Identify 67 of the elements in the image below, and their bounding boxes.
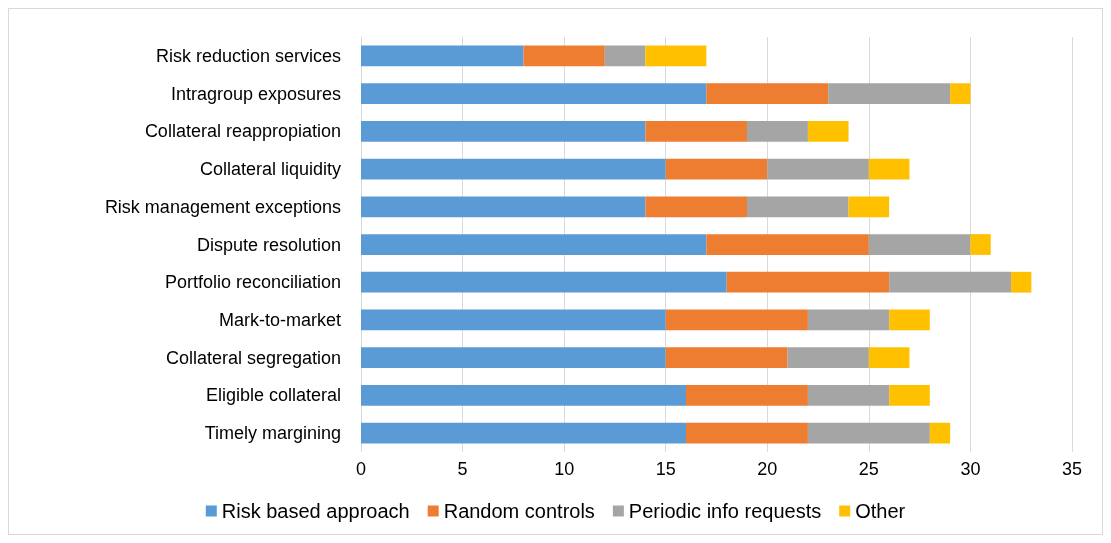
x-tick-label: 15 bbox=[655, 459, 676, 479]
bar bbox=[726, 271, 890, 293]
bar bbox=[889, 385, 930, 406]
bar bbox=[868, 234, 971, 255]
bar bbox=[889, 309, 930, 331]
bar bbox=[361, 271, 727, 293]
bar bbox=[361, 385, 687, 406]
bar bbox=[645, 120, 747, 142]
bar bbox=[807, 385, 890, 406]
bar bbox=[828, 83, 951, 104]
bar bbox=[929, 422, 951, 444]
bar bbox=[767, 158, 869, 180]
bar bbox=[361, 234, 707, 255]
bar bbox=[746, 196, 849, 218]
bar bbox=[686, 422, 808, 444]
y-tick-label: Mark-to-market bbox=[218, 309, 341, 330]
x-tick-label: 30 bbox=[960, 459, 981, 479]
bar bbox=[361, 45, 524, 67]
bar bbox=[645, 45, 707, 67]
bar bbox=[807, 120, 849, 142]
bar bbox=[1011, 271, 1032, 293]
legend-label: Other bbox=[855, 500, 906, 522]
y-tick-label: Timely margining bbox=[204, 423, 341, 444]
x-tick-label: 35 bbox=[1061, 459, 1083, 479]
bar bbox=[361, 347, 666, 369]
bar bbox=[361, 120, 646, 142]
y-tick-label: Collateral liquidity bbox=[199, 159, 341, 180]
bar bbox=[706, 83, 829, 104]
bar bbox=[970, 234, 991, 255]
bar bbox=[361, 196, 646, 218]
bar bbox=[706, 234, 869, 255]
y-tick-label: Eligible collateral bbox=[205, 385, 341, 406]
legend-label: Risk based approach bbox=[221, 500, 410, 522]
x-tick-label: 10 bbox=[554, 459, 575, 479]
y-tick-label: Intragroup exposures bbox=[170, 83, 341, 104]
x-tick-label: 25 bbox=[858, 459, 879, 479]
bar bbox=[665, 309, 808, 331]
x-tick-label: 5 bbox=[457, 459, 468, 479]
bar bbox=[361, 83, 707, 104]
bar bbox=[868, 347, 910, 369]
bar bbox=[787, 347, 869, 369]
y-tick-label: Collateral reappropiation bbox=[144, 121, 341, 142]
bar bbox=[686, 385, 808, 406]
legend-label: Random controls bbox=[443, 500, 595, 522]
bar bbox=[665, 158, 768, 180]
y-tick-label: Risk management exceptions bbox=[104, 196, 341, 217]
y-tick-label: Collateral segregation bbox=[165, 347, 341, 368]
y-tick-label: Dispute resolution bbox=[196, 234, 341, 255]
bar bbox=[807, 309, 890, 331]
bar bbox=[868, 158, 910, 180]
bar bbox=[950, 83, 971, 104]
bar bbox=[523, 45, 605, 67]
legend-label: Periodic info requests bbox=[628, 500, 822, 522]
bar bbox=[604, 45, 646, 67]
bar bbox=[361, 158, 666, 180]
bar bbox=[848, 196, 890, 218]
x-tick-label: 20 bbox=[757, 459, 778, 479]
bar bbox=[361, 422, 687, 444]
x-tick-label: 0 bbox=[355, 459, 367, 479]
bar bbox=[746, 120, 808, 142]
y-tick-label: Risk reduction services bbox=[155, 45, 341, 66]
bar bbox=[645, 196, 747, 218]
bar bbox=[361, 309, 666, 331]
bar bbox=[665, 347, 788, 369]
bar bbox=[889, 271, 1012, 293]
bar bbox=[807, 422, 930, 444]
y-tick-label: Portfolio reconciliation bbox=[164, 272, 341, 293]
